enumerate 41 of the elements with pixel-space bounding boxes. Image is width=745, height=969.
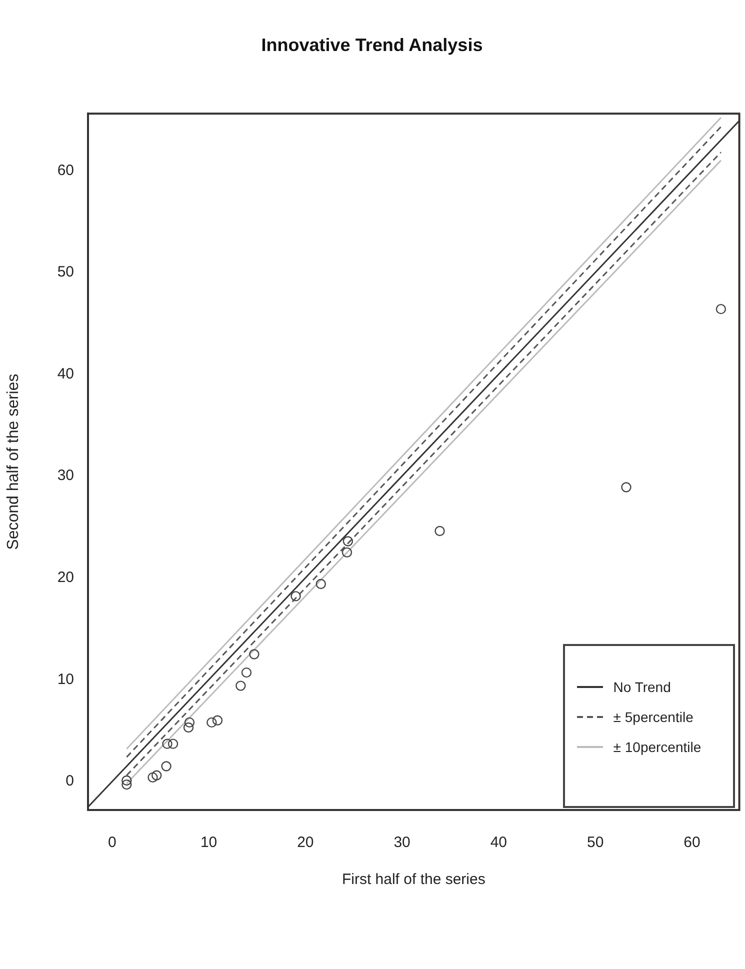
y-tick-label: 30 <box>57 467 74 484</box>
point <box>434 526 445 536</box>
y-tick-label: 10 <box>57 670 74 688</box>
x-axis-title: First half of the series <box>342 871 486 888</box>
point <box>122 779 132 790</box>
point <box>212 715 223 726</box>
x-tick-label: 20 <box>297 834 314 852</box>
y-tick-label: 0 <box>66 772 74 790</box>
y-tick-label: 40 <box>57 365 74 382</box>
x-tick-label: 50 <box>586 834 604 852</box>
x-tick-label: 60 <box>684 834 700 852</box>
point <box>148 772 158 783</box>
legend-label: No Trend <box>613 679 671 695</box>
x-tick-label: 30 <box>394 834 410 852</box>
point <box>161 761 172 772</box>
point <box>122 775 132 786</box>
legend-label: ± 5percentile <box>613 709 694 725</box>
point <box>162 738 172 749</box>
point <box>184 717 195 728</box>
x-tick-label: 10 <box>200 834 218 852</box>
point <box>168 738 178 749</box>
legend-label: ± 10percentile <box>613 739 702 755</box>
point <box>342 547 352 558</box>
point <box>621 482 632 492</box>
x-tick-label: 0 <box>108 834 116 852</box>
point <box>183 722 194 733</box>
point <box>342 536 354 546</box>
point <box>152 770 162 780</box>
y-tick-label: 20 <box>57 569 74 586</box>
point <box>241 667 252 678</box>
y-axis-title: Second half of the series <box>5 374 22 550</box>
point <box>206 717 217 728</box>
chart-title: Innovative Trend Analysis <box>261 34 483 55</box>
point <box>236 680 246 691</box>
point <box>316 578 326 590</box>
x-tick-label: 40 <box>490 834 508 852</box>
point <box>249 649 260 660</box>
y-tick-label: 50 <box>57 264 74 281</box>
y-tick-label: 60 <box>57 162 74 179</box>
point <box>290 591 301 602</box>
point <box>716 304 726 314</box>
